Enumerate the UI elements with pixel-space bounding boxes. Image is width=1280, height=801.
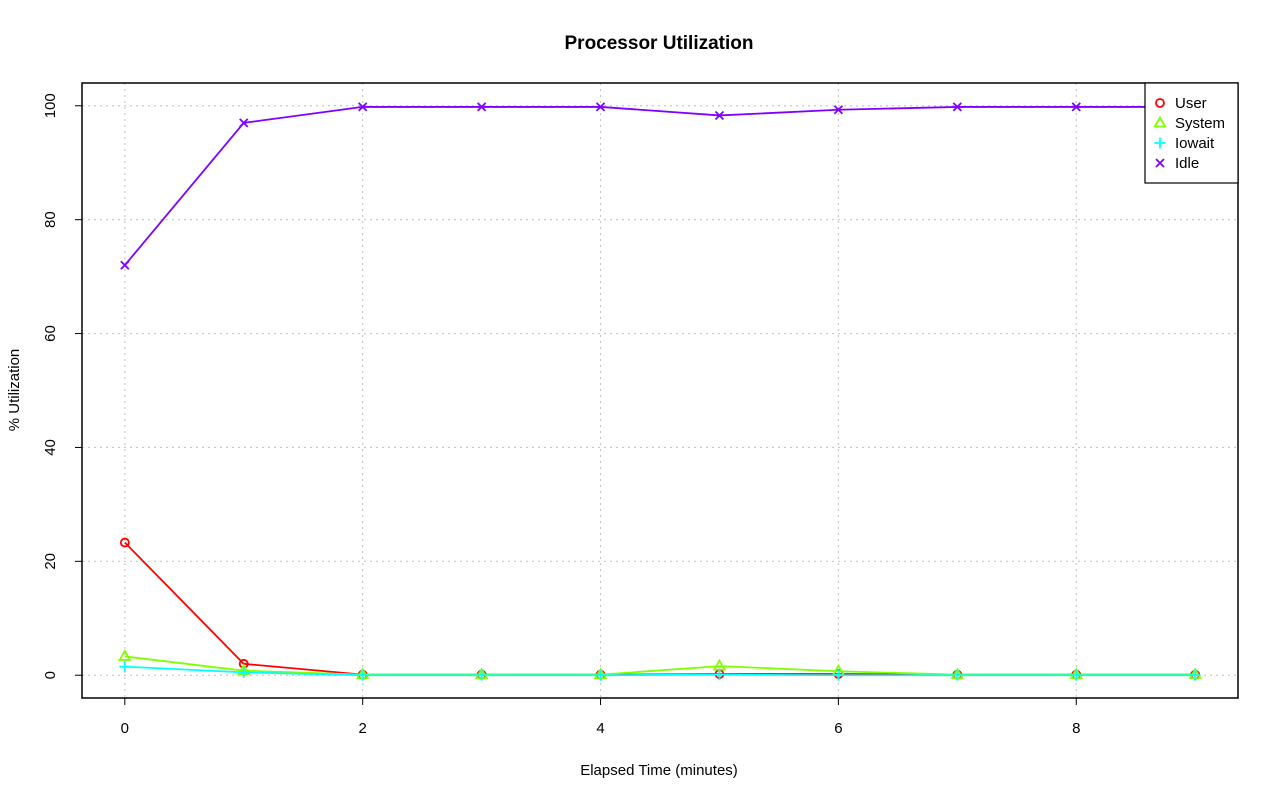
y-tick-label: 40	[42, 439, 59, 456]
data-point-iowait	[1189, 669, 1201, 681]
series-user	[119, 537, 1201, 680]
data-point-idle	[120, 260, 130, 270]
x-axis-label: Elapsed Time (minutes)	[580, 762, 738, 779]
data-point-idle	[833, 105, 844, 115]
y-axis-label: % Utilization	[6, 349, 23, 432]
legend-marker-user	[1155, 98, 1165, 108]
data-point-iowait	[951, 669, 963, 681]
y-tick-label: 20	[42, 553, 59, 570]
series-line-user	[124, 541, 1196, 676]
legend-label-system: System	[1175, 115, 1225, 132]
data-point-iowait	[238, 666, 250, 678]
data-point-user	[119, 537, 130, 548]
data-point-idle	[1071, 102, 1081, 112]
plot-frame	[81, 82, 1239, 699]
data-point-iowait	[713, 669, 725, 681]
legend-item-system: System	[1153, 115, 1225, 132]
x-tick-label: 0	[121, 720, 129, 737]
y-tick-label: 100	[42, 93, 59, 118]
data-point-system	[118, 649, 132, 661]
data-point-idle	[952, 102, 962, 112]
chart-title: Processor Utilization	[565, 33, 754, 54]
series-iowait	[119, 661, 1201, 681]
data-point-idle	[595, 102, 606, 112]
data-point-iowait	[476, 669, 488, 681]
x-tick-label: 2	[359, 720, 367, 737]
legend-marker-idle	[1155, 158, 1165, 168]
data-point-idle	[239, 118, 249, 128]
legend-marker-iowait	[1154, 137, 1166, 149]
data-point-idle	[714, 110, 725, 121]
legend-marker-system	[1153, 115, 1167, 128]
x-tick-label: 8	[1072, 720, 1080, 737]
series-line-system	[124, 655, 1196, 676]
data-point-iowait	[357, 669, 369, 681]
y-tick-label: 0	[42, 671, 59, 679]
x-tick-label: 4	[596, 720, 604, 737]
data-point-idle	[476, 102, 487, 112]
series-line-idle	[124, 106, 1196, 266]
legend-label-iowait: Iowait	[1175, 135, 1215, 152]
legend-label-idle: Idle	[1175, 155, 1199, 172]
x-tick-label: 6	[834, 720, 842, 737]
data-point-system	[712, 658, 727, 671]
legend-label-user: User	[1175, 95, 1207, 112]
data-point-idle	[358, 102, 368, 112]
legend-item-user: User	[1155, 95, 1207, 112]
series-lines	[118, 102, 1202, 681]
data-point-iowait	[832, 669, 844, 681]
grid-lines	[82, 83, 1238, 698]
legend: User System Iowait Idle	[1144, 82, 1239, 184]
series-idle	[120, 102, 1200, 270]
y-tick-label: 80	[42, 211, 59, 228]
series-line-iowait	[124, 665, 1196, 677]
legend-item-iowait: Iowait	[1154, 135, 1215, 152]
legend-item-idle: Idle	[1155, 155, 1199, 172]
data-point-iowait	[1070, 669, 1082, 681]
data-point-iowait	[595, 669, 607, 681]
data-point-iowait	[119, 661, 131, 673]
y-tick-label: 60	[42, 325, 59, 342]
